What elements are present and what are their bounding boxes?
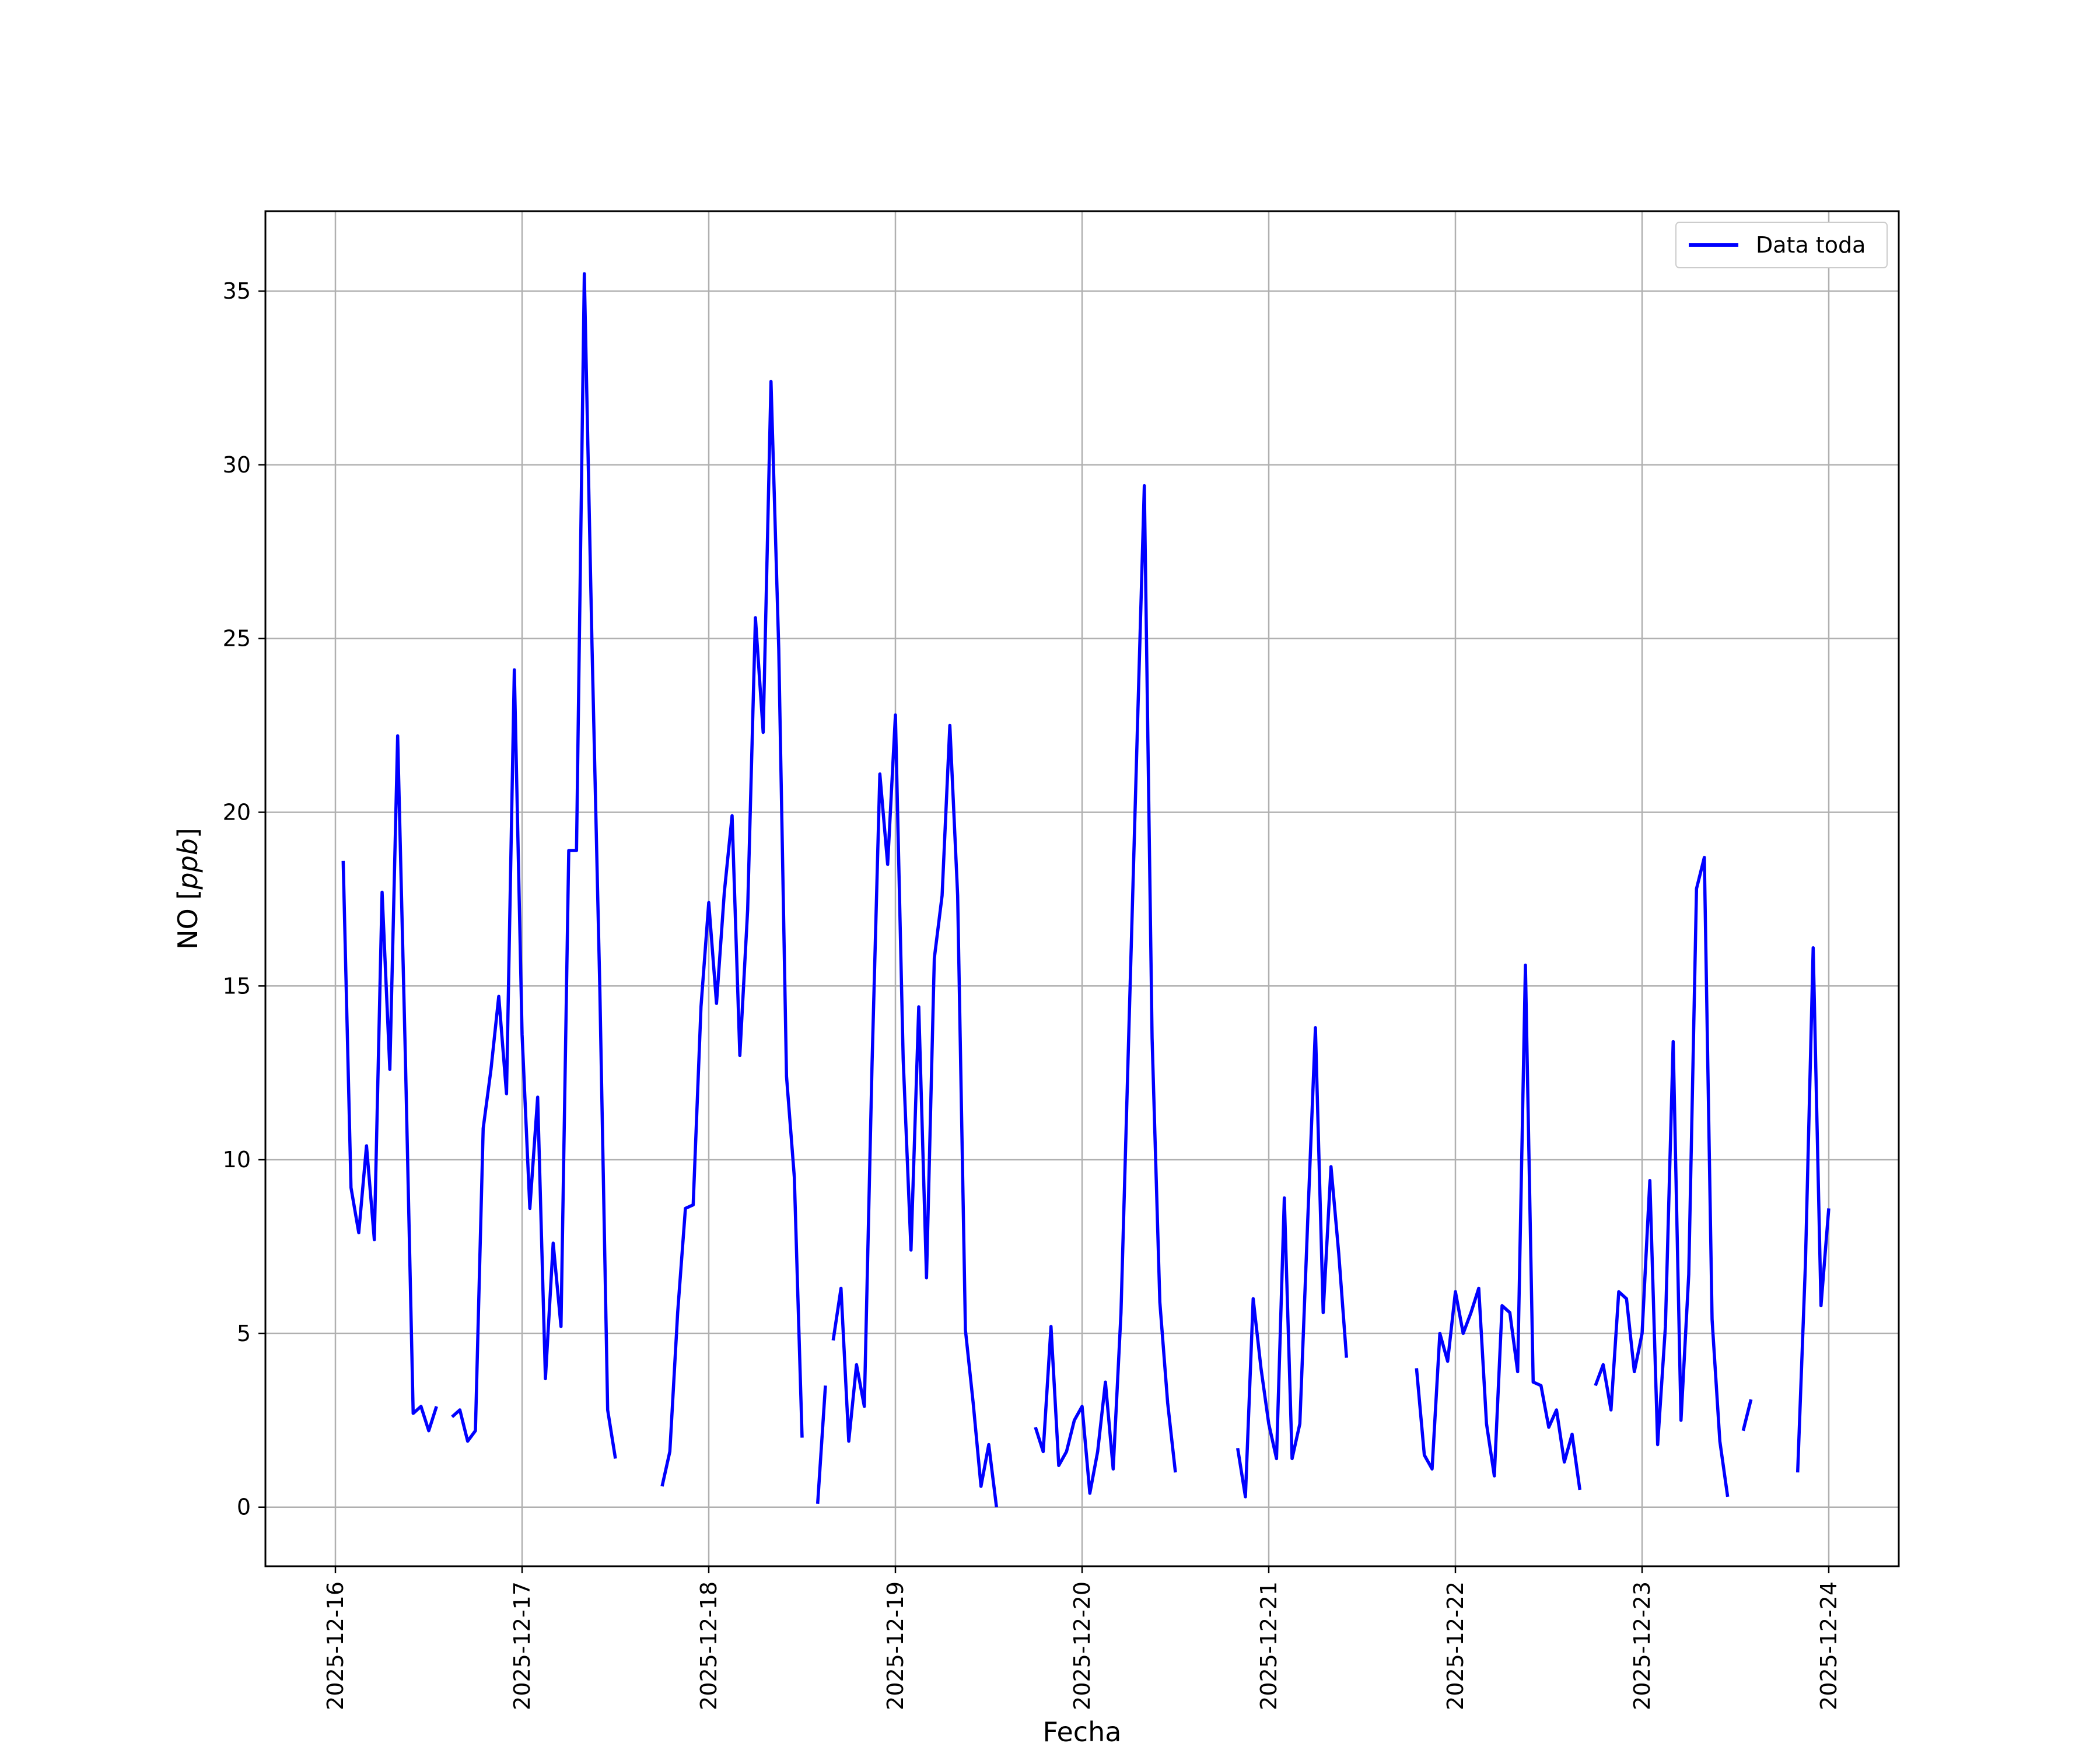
axis-ticks: 2025-12-16 2025-12-17 2025-12-18 2025-12-19…	[223, 278, 1842, 1710]
series-line-segment	[1741, 1399, 1753, 1432]
legend-label: Data toda	[1756, 232, 1866, 258]
legend: Data toda	[1675, 222, 1888, 268]
x-tick-label: 2025-12-20	[1069, 1581, 1095, 1710]
series-line-segment	[1415, 963, 1582, 1490]
y-tick-label: 30	[223, 452, 251, 478]
series-line-segment	[831, 713, 999, 1508]
y-tick-label: 35	[223, 278, 251, 304]
y-axis-title: NO [ppb]	[172, 828, 204, 950]
series-line-segment	[1594, 856, 1730, 1497]
x-tick-label: 2025-12-22	[1443, 1581, 1468, 1710]
series-line-segment	[660, 380, 804, 1487]
x-axis-title: Fecha	[1043, 1716, 1122, 1748]
y-tick-label: 15	[223, 973, 251, 999]
series-line-segment	[816, 1385, 827, 1504]
x-tick-label: 2025-12-24	[1816, 1581, 1842, 1710]
y-tick-label: 25	[223, 626, 251, 652]
x-tick-label: 2025-12-16	[323, 1581, 348, 1710]
y-axis-title-suffix: ]	[172, 828, 204, 838]
x-tick-label: 2025-12-19	[883, 1581, 908, 1710]
series-line-segment	[1236, 1026, 1349, 1499]
y-tick-label: 20	[223, 799, 251, 825]
y-tick-label: 10	[223, 1147, 251, 1172]
series-line-segment	[1796, 946, 1831, 1473]
series-line-segment	[451, 272, 617, 1459]
grid	[265, 211, 1899, 1566]
x-tick-label: 2025-12-23	[1629, 1581, 1655, 1710]
x-tick-label: 2025-12-18	[696, 1581, 722, 1710]
data-series	[341, 272, 1831, 1508]
y-tick-label: 0	[237, 1494, 251, 1520]
series-line-segment	[341, 734, 438, 1433]
series-line-segment	[1034, 484, 1177, 1495]
y-axis-title-unit: ppb	[172, 838, 204, 890]
x-tick-label: 2025-12-17	[509, 1581, 535, 1710]
x-tick-label: 2025-12-21	[1256, 1581, 1282, 1710]
legend-box	[1675, 222, 1888, 268]
y-axis-title-prefix: NO [	[172, 890, 204, 950]
y-tick-label: 5	[237, 1321, 251, 1346]
